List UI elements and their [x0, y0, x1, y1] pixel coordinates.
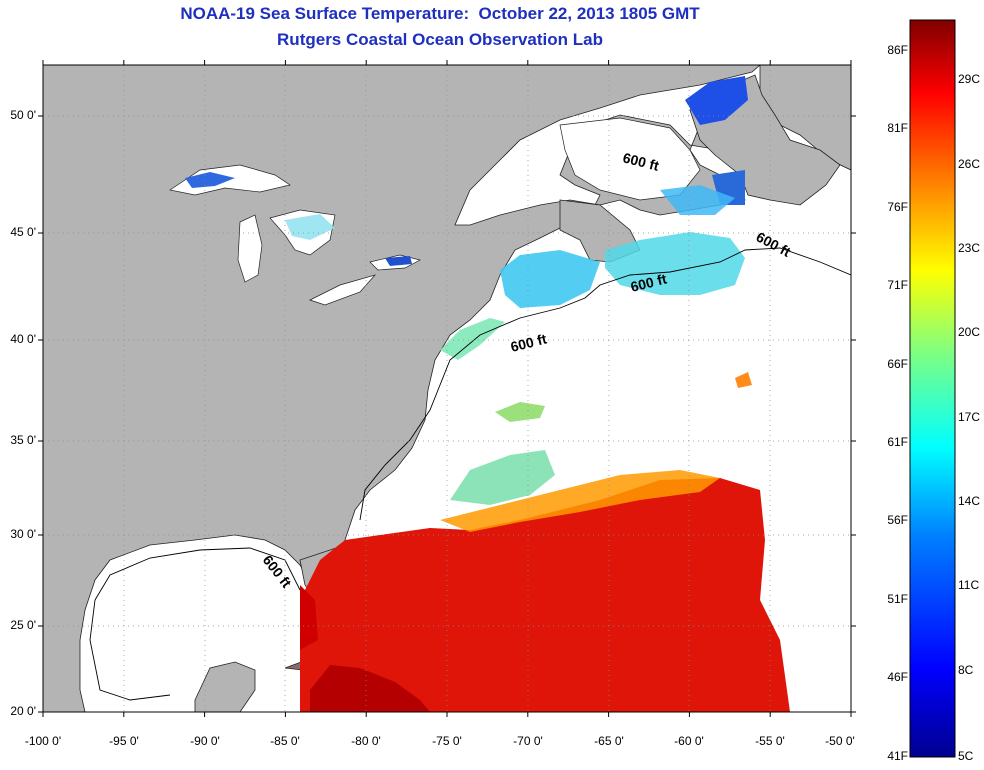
sst-cool-lake-huron [285, 214, 335, 240]
sst-transition-band [440, 470, 720, 532]
sst-warm-region [300, 478, 790, 712]
sst-cold-labrador [685, 76, 748, 125]
landmass-yucatan [194, 661, 256, 712]
sst-cool-lake-ontario [385, 256, 412, 266]
sst-gulf-of-maine [500, 250, 600, 308]
lon-tick-label: -65 0' [594, 734, 624, 748]
map-title: NOAA-19 Sea Surface Temperature: October… [180, 4, 700, 23]
colorbar-f-label: 56F [887, 513, 908, 527]
sst-cool-region [450, 450, 555, 505]
lon-tick-label: -60 0' [674, 734, 704, 748]
lon-tick-label: -80 0' [351, 734, 381, 748]
sst-cool-stlawrence [660, 185, 735, 215]
colorbar-c-label: 23C [958, 241, 981, 255]
sst-cool-lake-superior [185, 172, 235, 188]
lake-michigan [237, 214, 263, 283]
colorbar-c-label: 26C [958, 157, 981, 171]
colorbar-c-label: 29C [958, 72, 981, 86]
colorbar-f-label: 61F [887, 435, 908, 449]
lat-tick-label: 25 0' [10, 618, 36, 632]
colorbar-f-label: 76F [887, 200, 908, 214]
lon-tick-label: -75 0' [432, 734, 462, 748]
sst-scotian-shelf [605, 232, 745, 295]
sst-midatlantic-shelf [440, 318, 505, 360]
lon-tick-label: -90 0' [190, 734, 220, 748]
colorbar-c-label: 14C [958, 494, 981, 508]
lon-tick-label: -100 0' [24, 734, 62, 748]
lat-tick-label: 35 0' [10, 433, 36, 447]
lat-tick-label: 30 0' [10, 527, 36, 541]
colorbar-f-label: 71F [887, 278, 908, 292]
sst-cool-patch-2 [495, 402, 545, 422]
lat-tick-label: 50 0' [10, 108, 36, 122]
colorbar-c-label: 17C [958, 410, 981, 424]
lon-tick-label: -95 0' [109, 734, 139, 748]
colorbar-f-label: 81F [887, 121, 908, 135]
lake-erie [309, 274, 377, 306]
sst-hot-patch [310, 665, 430, 712]
map-subtitle: Rutgers Coastal Ocean Observation Lab [277, 30, 603, 49]
colorbar-f-label: 46F [887, 670, 908, 684]
colorbar-f-label: 51F [887, 592, 908, 606]
sst-hot-patch-gulf [300, 585, 318, 650]
sst-orange-patch [735, 372, 752, 388]
axis-ticks [38, 60, 856, 717]
lat-tick-label: 20 0' [10, 704, 36, 718]
colorbar-c-label: 20C [958, 325, 981, 339]
colorbar-f-label: 86F [887, 43, 908, 57]
lon-tick-label: -70 0' [513, 734, 543, 748]
lat-tick-label: 40 0' [10, 332, 36, 346]
lon-tick-label: -50 0' [825, 734, 855, 748]
colorbar-f-label: 41F [887, 749, 908, 763]
colorbar-c-label: 8C [958, 663, 974, 677]
lon-tick-label: -85 0' [270, 734, 300, 748]
colorbar-f-label: 66F [887, 357, 908, 371]
colorbar-c-label: 5C [958, 749, 974, 763]
colorbar [909, 19, 956, 758]
colorbar-c-label: 11C [958, 578, 980, 592]
lat-tick-label: 45 0' [10, 225, 36, 239]
lon-tick-label: -55 0' [755, 734, 785, 748]
